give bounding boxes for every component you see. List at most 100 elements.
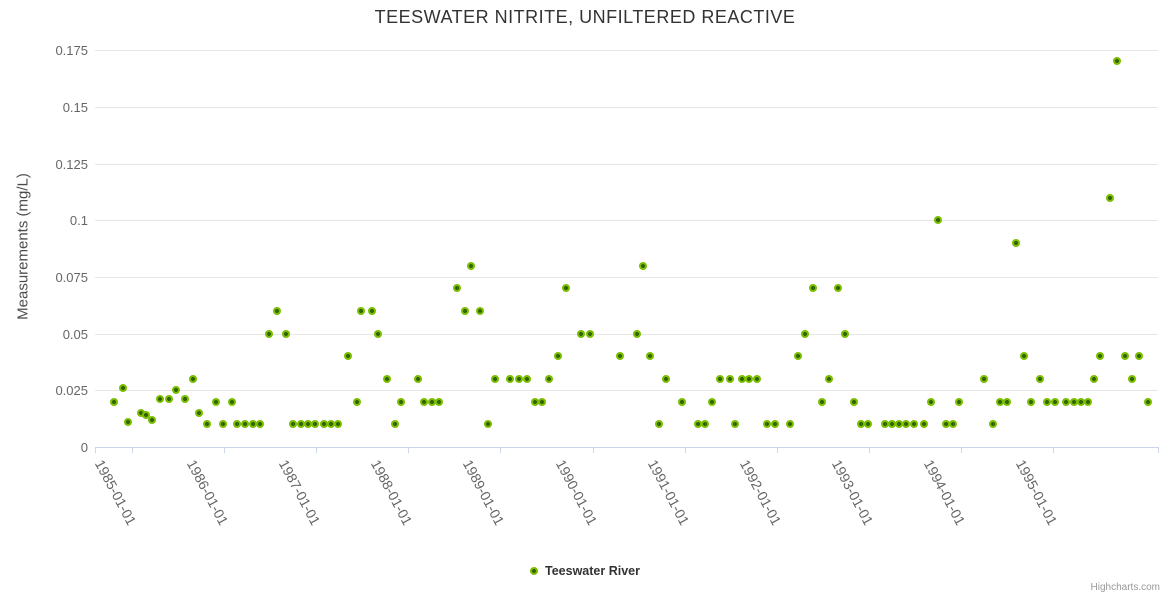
data-point[interactable] [545,375,554,383]
data-point[interactable] [428,397,437,406]
data-point[interactable] [420,397,428,406]
data-point[interactable] [1143,397,1152,406]
data-point[interactable] [639,261,648,270]
data-point[interactable] [396,397,405,406]
data-point[interactable] [948,420,957,429]
data-point[interactable] [281,329,290,338]
data-point[interactable] [483,420,492,429]
data-point[interactable] [715,375,724,383]
data-point[interactable] [895,420,904,429]
data-point[interactable] [523,375,532,383]
data-point[interactable] [118,384,127,392]
data-point[interactable] [1050,397,1059,406]
data-point[interactable] [172,386,181,395]
data-point[interactable] [383,375,392,383]
data-point[interactable] [677,397,686,406]
data-point[interactable] [616,352,625,361]
data-point[interactable] [745,375,754,383]
data-point[interactable] [808,284,817,293]
data-point[interactable] [505,375,514,383]
data-point[interactable] [319,420,328,429]
data-point[interactable] [833,284,842,293]
data-point[interactable] [248,420,257,429]
data-point[interactable] [979,375,988,383]
data-point[interactable] [785,420,794,429]
data-point[interactable] [537,397,546,406]
data-point[interactable] [164,395,173,404]
data-point[interactable] [490,375,499,383]
data-point[interactable] [801,329,810,338]
data-point[interactable] [272,306,281,315]
data-point[interactable] [887,420,896,429]
data-point[interactable] [770,420,779,429]
data-point[interactable] [1134,352,1143,361]
data-point[interactable] [188,375,197,383]
data-point[interactable] [211,397,220,406]
data-point[interactable] [926,397,935,406]
data-point[interactable] [731,420,740,429]
data-point[interactable] [737,375,746,383]
data-point[interactable] [817,397,826,406]
data-point[interactable] [1112,57,1121,66]
data-point[interactable] [700,420,709,429]
data-point[interactable] [645,352,654,361]
data-point[interactable] [762,420,771,429]
data-point[interactable] [141,411,150,420]
data-point[interactable] [1089,375,1098,383]
data-point[interactable] [654,420,663,429]
data-point[interactable] [942,420,951,429]
data-point[interactable] [863,420,872,429]
data-point[interactable] [561,284,570,293]
data-point[interactable] [334,420,343,429]
data-point[interactable] [434,397,443,406]
data-point[interactable] [577,329,586,338]
data-point[interactable] [840,329,849,338]
data-point[interactable] [955,397,964,406]
data-point[interactable] [725,375,734,383]
data-point[interactable] [881,420,890,429]
data-point[interactable] [920,420,929,429]
data-point[interactable] [531,397,540,406]
data-point[interactable] [148,415,157,424]
data-point[interactable] [554,352,563,361]
data-point[interactable] [1012,238,1021,247]
data-point[interactable] [850,397,859,406]
data-point[interactable] [219,420,228,429]
data-point[interactable] [1076,397,1085,406]
data-point[interactable] [933,216,942,225]
data-point[interactable] [856,420,865,429]
data-point[interactable] [180,395,189,404]
data-point[interactable] [662,375,671,383]
data-point[interactable] [311,420,320,429]
data-point[interactable] [228,397,237,406]
data-point[interactable] [1106,193,1115,202]
data-point[interactable] [155,395,164,404]
data-point[interactable] [137,409,146,417]
data-point[interactable] [391,420,400,429]
data-point[interactable] [265,329,274,338]
data-point[interactable] [825,375,834,383]
data-point[interactable] [1036,375,1045,383]
data-point[interactable] [793,352,802,361]
data-point[interactable] [1096,352,1104,361]
data-point[interactable] [241,420,250,429]
data-point[interactable] [233,420,241,429]
data-point[interactable] [373,329,382,338]
highcharts-credits-link[interactable]: Highcharts.com [1090,582,1160,593]
data-point[interactable] [476,306,485,315]
data-point[interactable] [753,375,762,383]
data-point[interactable] [708,397,717,406]
data-point[interactable] [195,409,204,417]
data-point[interactable] [344,352,353,361]
data-point[interactable] [413,375,422,383]
data-point[interactable] [289,420,298,429]
data-point[interactable] [1070,397,1079,406]
legend-item-teeswater-river[interactable]: Teeswater River [530,564,640,578]
data-point[interactable] [1019,352,1028,361]
data-point[interactable] [585,329,594,338]
data-point[interactable] [632,329,641,338]
data-point[interactable] [901,420,910,429]
data-point[interactable] [453,284,462,293]
data-point[interactable] [1061,397,1070,406]
data-point[interactable] [514,375,523,383]
